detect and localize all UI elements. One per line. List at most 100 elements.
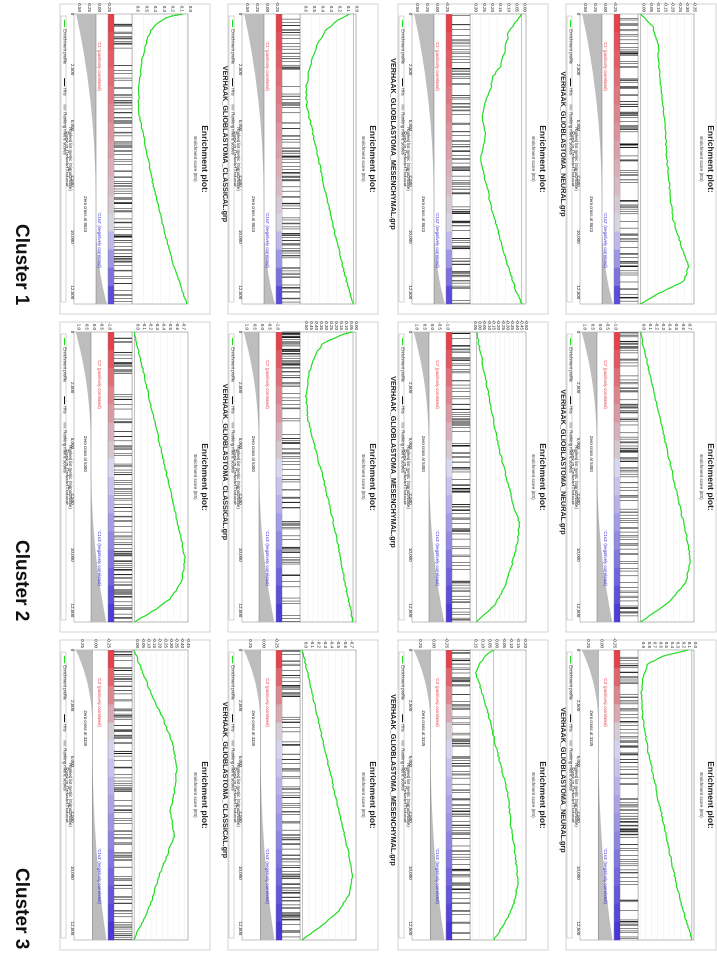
es-tick-label: -0.30 (506, 320, 511, 331)
ranking-color-segment (108, 386, 114, 405)
ranking-color-segment (276, 903, 282, 923)
legend-hits-label: Hits (63, 88, 68, 95)
rank-tick-label: 0.25 (248, 639, 253, 648)
ranking-color-segment (276, 458, 282, 478)
es-tick-label: -0.6 (681, 322, 686, 330)
legend: Enrichment profile Hits Ranking metric sco… (401, 337, 406, 473)
rank-metric-axis-label-visible: Ranked list metric (Signal2Noise) (574, 127, 579, 191)
es-axis-label: Enrichment score (ES) (699, 772, 704, 818)
ranking-color-segment (614, 722, 620, 741)
rank-axis-tick-label: 0 (238, 649, 243, 652)
es-plot-area (637, 649, 695, 941)
es-tick-label: 0.5 (312, 6, 317, 13)
ranking-color-segment (108, 32, 114, 51)
ranking-color-segment (276, 285, 282, 305)
legend-profile-label: Enrichment profile (231, 29, 236, 64)
ranking-color-segment (108, 14, 114, 33)
plot-title-gene-set: VERHAAK_GLIOBLASTOMA_MESENCHYMAL.grp (389, 376, 398, 548)
rank-tick-label: -0.5 (100, 322, 105, 330)
hits-band (451, 649, 471, 941)
legend-box (60, 333, 67, 621)
es-tick-label: 0.6 (304, 6, 309, 13)
legend-metric-swatch (231, 104, 235, 111)
ranking-color-segment (446, 440, 452, 460)
ranking-color-segment (108, 668, 114, 687)
rank-metric-axis-label-visible: Ranked list metric (Signal2Noise) (68, 763, 73, 827)
rank-tick-label: 0.5 (422, 324, 427, 331)
ranking-color-segment (614, 650, 620, 669)
ranking-color-segment (276, 440, 282, 460)
ranking-color-segment (446, 513, 452, 532)
ranking-color-segment (446, 567, 452, 587)
rank-axis-tick-label: 0 (408, 13, 413, 16)
legend-box (60, 651, 67, 939)
es-tick-label: -0.3 (155, 322, 160, 330)
rank-axis-tick-label: 12,500 (238, 922, 243, 936)
rank-tick-label: 0.00 (93, 639, 98, 648)
ranking-color-segment (446, 668, 452, 687)
rank-axis-tick-label: 5,000 (576, 756, 581, 768)
ranking-color-segment (276, 386, 282, 405)
legend-metric-swatch (401, 740, 405, 747)
ranking-color-segment (614, 68, 620, 87)
rank-axis-tick-label: 12,500 (70, 922, 75, 936)
ranking-color-segment (446, 14, 452, 33)
es-plot-area (469, 13, 527, 305)
plot-title-line1: Enrichment plot: (538, 443, 548, 511)
legend: Enrichment profile Hits Ranking metric sco… (401, 19, 406, 155)
ranking-color-segment (108, 140, 114, 160)
ranking-color-segment (446, 722, 452, 741)
ranking-color-segment (446, 285, 452, 305)
plot-title-gene-set: VERHAAK_GLIOBLASTOMA_NEURAL.grp (559, 71, 568, 217)
ranking-color-segment (276, 495, 282, 514)
rank-tick-label: 0.50 (583, 3, 588, 12)
legend-profile-label: Enrichment profile (401, 347, 406, 382)
zero-cross-label: Zero cross at 3335 (251, 710, 256, 746)
legend-hits-label: Hits (569, 724, 574, 731)
ranking-color-segment (276, 213, 282, 232)
ranking-color-segment (276, 177, 282, 196)
enrichment-profile-line (305, 13, 355, 305)
ranking-color-segment (446, 458, 452, 478)
ranking-color-segment (614, 704, 620, 723)
es-tick-label: 0.0 (693, 642, 698, 649)
ranking-color-segment (446, 104, 452, 124)
es-tick-label: 0.10 (481, 639, 486, 648)
ranking-color-segment (446, 495, 452, 514)
ranking-color-segment (108, 549, 114, 568)
rank-axis-tick-label: 12,500 (408, 286, 413, 300)
ranking-color-segment (276, 513, 282, 532)
ranking-color-segment (276, 531, 282, 550)
positive-correlation-label: 'C2' (positively correlated) (435, 360, 440, 410)
rank-tick-label: -0.5 (268, 322, 273, 330)
ranking-color-segment (614, 50, 620, 69)
es-tick-label: 0.30 (474, 3, 479, 12)
es-tick-label: -0.05 (482, 320, 487, 331)
ranking-color-segment (276, 831, 282, 850)
plot-title-gene-set: VERHAAK_GLIOBLASTOMA_CLASSICAL.grp (221, 66, 230, 223)
negative-correlation-label: 'C1s3' (negatively correlated) (435, 849, 440, 905)
ranking-color-segment (108, 603, 114, 623)
rank-tick-label: 0.25 (87, 3, 92, 12)
es-tick-label: 0.05 (349, 321, 354, 330)
enrichment-plot-r3-c4: 0.00.10.20.30.40.50.60.70.80.9 Enrichment… (565, 638, 717, 951)
es-tick-label: 0.40 (314, 321, 319, 330)
enrichment-plot-r2-c2: 0.000.050.100.150.200.250.300.350.400.45… (227, 321, 398, 633)
rank-tick-label: -0.25 (275, 2, 280, 13)
ranking-color-segment (614, 122, 620, 142)
hits-group (452, 650, 470, 941)
es-tick-label: 0.15 (498, 3, 503, 12)
hits-band (619, 13, 639, 305)
ranking-color-segment (446, 921, 452, 941)
ranking-color-segment (446, 885, 452, 905)
rank-axis-tick-label: 12,500 (576, 922, 581, 936)
zero-cross-label: Zero cross at 3335 (83, 710, 88, 746)
legend-profile-label: Enrichment profile (63, 665, 68, 700)
ranking-color-segment (446, 332, 452, 351)
ranking-color-segment (446, 404, 452, 423)
rank-axis-tick-label: 2,500 (238, 64, 243, 76)
es-tick-label: -0.15 (663, 2, 668, 13)
rank-axis-tick-label: 5,000 (408, 438, 413, 450)
rank-tick-label: 1.0 (415, 324, 420, 331)
